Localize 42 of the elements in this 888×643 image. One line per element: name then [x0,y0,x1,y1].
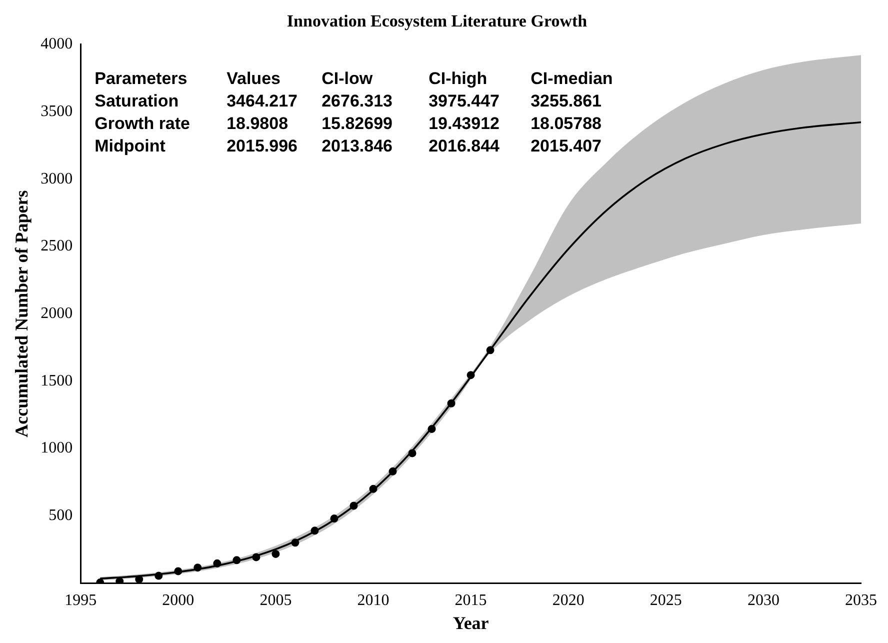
annotation: Values [226,69,280,88]
x-axis-title: Year [452,612,489,633]
annotation: 3975.447 [428,92,500,111]
annotation: CI-high [428,69,488,88]
annotation: 2013.846 [322,136,393,156]
annotation: 15.82699 [322,114,393,134]
annotation: 2016.844 [428,136,500,156]
y-tick-label: 1500 [40,372,73,390]
chart-title: Innovation Ecosystem Literature Growth [286,12,588,31]
annotation: Growth rate [94,114,190,134]
annotation: Saturation [94,92,179,111]
annotation: 2676.313 [322,92,393,111]
annotation: 3255.861 [530,92,602,111]
annotation: 19.43912 [428,114,500,134]
y-axis-title: Accumulated Number of Papers [11,190,32,438]
point [272,550,280,558]
annotation: CI-low [322,69,374,88]
y-tick-label: 2000 [40,305,73,322]
x-tick-label: 2030 [747,592,780,610]
annotation: 2015.996 [226,136,298,156]
y-tick-label: 2500 [40,238,73,255]
annotation: 3464.217 [226,92,298,111]
x-tick-label: 1995 [64,592,97,610]
annotation: Midpoint [94,136,166,156]
x-tick-label: 2025 [650,592,682,610]
annotation: 18.9808 [226,114,288,134]
y-tick-label: 500 [48,507,73,524]
x-tick-label: 2005 [260,592,292,610]
x-tick-label: 2000 [162,592,194,610]
y-tick-label: 3500 [40,102,73,120]
x-tick-label: 2035 [845,592,877,610]
y-tick-label: 1000 [40,440,73,457]
point [116,577,124,584]
annotation: CI-median [530,69,613,88]
y-tick-label: 3000 [40,170,73,188]
x-tick-label: 2020 [552,592,584,610]
y-tick-label: 4000 [40,36,73,53]
x-tick-label: 2015 [454,592,487,610]
x-tick-label: 2010 [357,592,390,610]
annotation: 18.05788 [530,114,602,134]
annotation: 2015.407 [530,136,602,156]
annotation: Parameters [94,69,188,88]
